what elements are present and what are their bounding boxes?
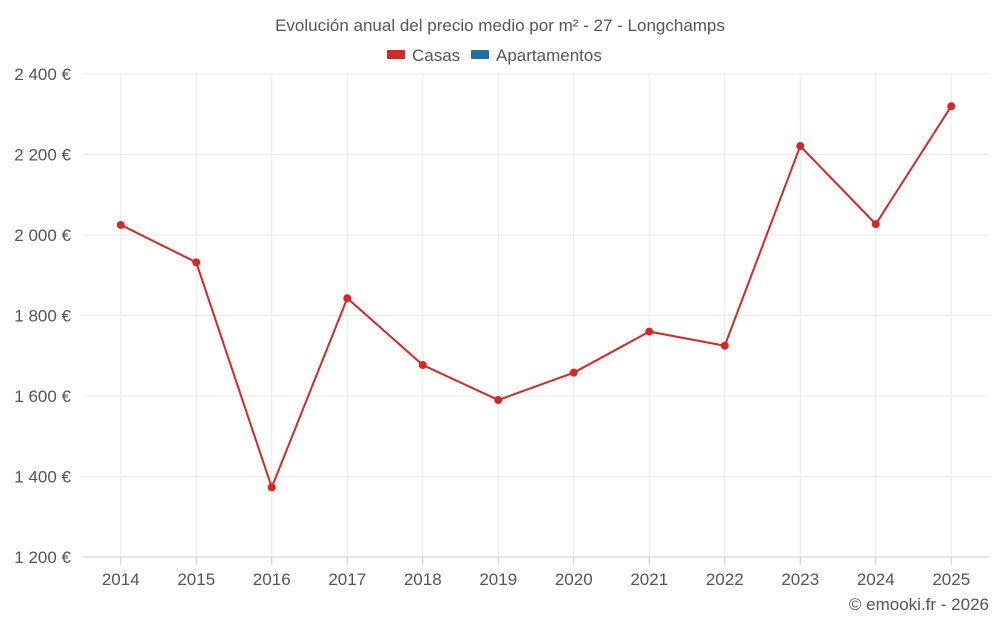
x-tick-label: 2023: [781, 570, 819, 589]
y-tick-label: 1 400 €: [14, 468, 71, 487]
x-tick-label: 2016: [253, 570, 291, 589]
data-point-casas-2025[interactable]: [947, 102, 956, 111]
data-point-casas-2016[interactable]: [267, 483, 276, 492]
legend-label-apartamentos: Apartamentos: [496, 46, 602, 65]
legend-item-casas[interactable]: Casas: [387, 46, 460, 65]
chart-title: Evolución anual del precio medio por m² …: [275, 16, 725, 35]
grid: [83, 73, 989, 557]
x-tick-label: 2020: [555, 570, 593, 589]
y-tick-label: 1 800 €: [14, 307, 71, 326]
axes: 1 200 € 1 400 € 1 600 € 1 800 € 2 000 € 2 200…: [14, 65, 989, 589]
data-point-casas-2021[interactable]: [645, 327, 654, 336]
data-point-casas-2024[interactable]: [871, 220, 880, 229]
y-tick-label: 2 000 €: [14, 226, 71, 245]
legend-swatch-apartamentos: [471, 50, 489, 59]
legend-item-apartamentos[interactable]: Apartamentos: [471, 46, 602, 65]
credit-text: © emooki.fr - 2026: [849, 595, 989, 614]
y-tick-label: 1 200 €: [14, 548, 71, 567]
data-point-casas-2015[interactable]: [192, 258, 201, 267]
x-tick-label: 2017: [328, 570, 366, 589]
series-line-casas: [120, 105, 953, 491]
y-tick-label: 2 200 €: [14, 146, 71, 165]
legend-label-casas: Casas: [412, 46, 460, 65]
legend: Casas Apartamentos: [387, 46, 602, 65]
data-point-casas-2017[interactable]: [343, 294, 352, 303]
x-tick-label: 2024: [857, 570, 895, 589]
series: [116, 102, 956, 492]
legend-swatch-casas: [387, 50, 405, 59]
data-point-casas-2018[interactable]: [418, 361, 427, 370]
y-tick-label: 2 400 €: [14, 65, 71, 84]
data-point-casas-2022[interactable]: [720, 341, 729, 350]
y-tick-label: 1 600 €: [14, 387, 71, 406]
data-point-casas-2019[interactable]: [494, 396, 503, 405]
x-tick-label: 2015: [177, 570, 215, 589]
data-point-casas-2023[interactable]: [796, 142, 805, 151]
data-point-casas-2014[interactable]: [116, 220, 125, 229]
x-tick-label: 2019: [479, 570, 517, 589]
x-tick-label: 2021: [630, 570, 668, 589]
x-tick-label: 2025: [932, 570, 970, 589]
x-tick-label: 2014: [102, 570, 140, 589]
x-tick-label: 2018: [404, 570, 442, 589]
x-tick-label: 2022: [706, 570, 744, 589]
data-point-casas-2020[interactable]: [569, 368, 578, 377]
